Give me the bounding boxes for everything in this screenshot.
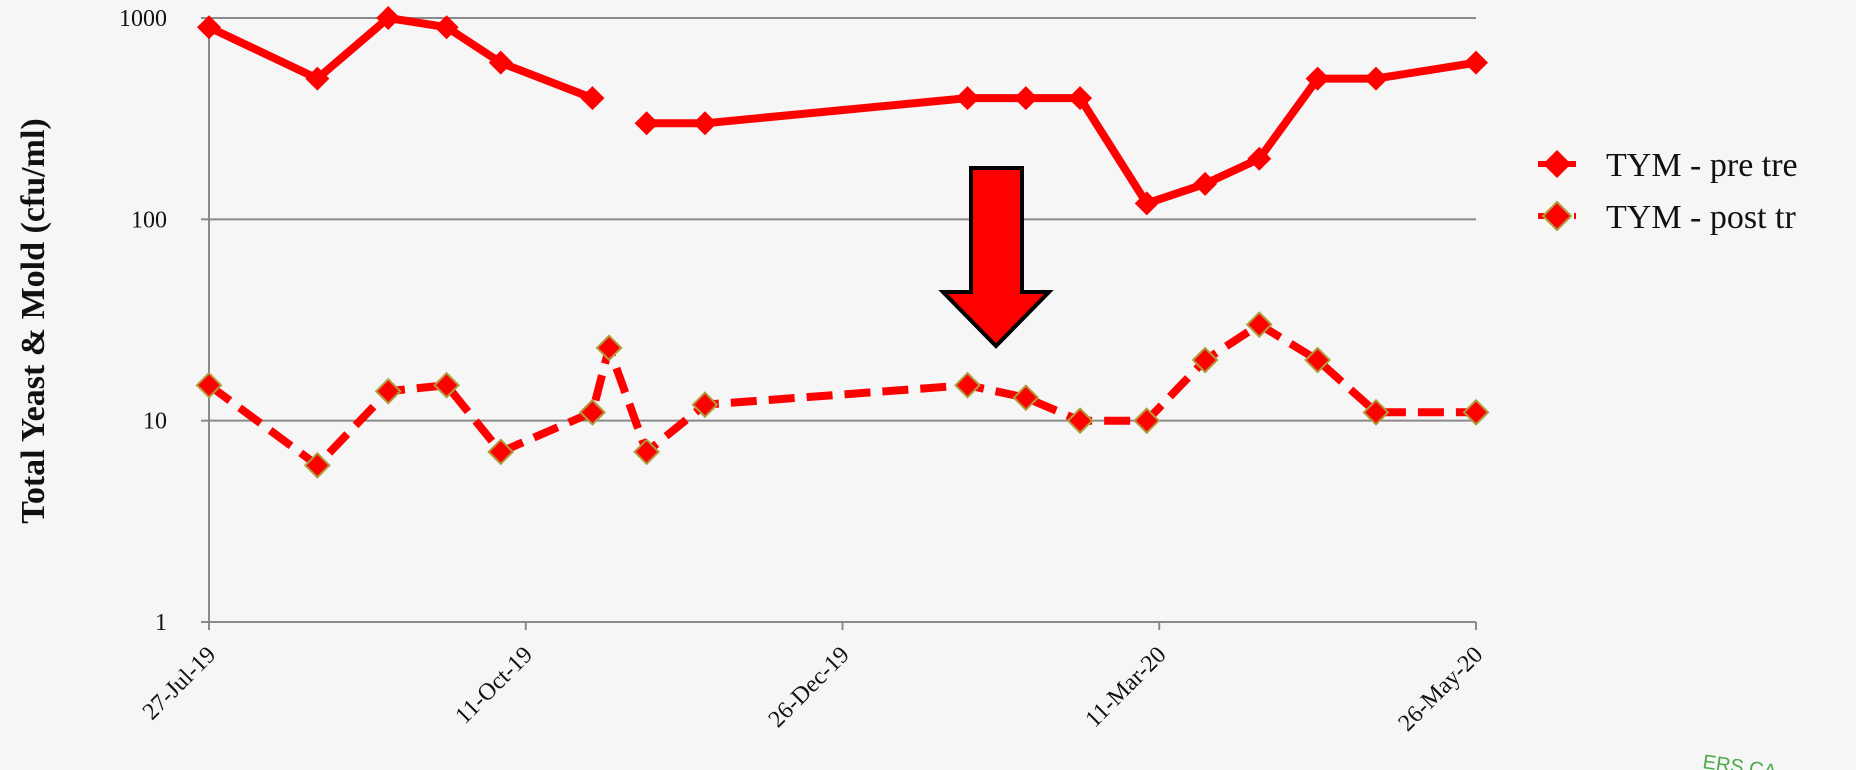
data-point-marker bbox=[374, 377, 402, 405]
series-markers bbox=[195, 6, 1490, 479]
data-point-marker bbox=[1362, 398, 1390, 426]
data-point-marker bbox=[1304, 346, 1332, 374]
data-point-marker bbox=[303, 451, 331, 479]
data-point-marker bbox=[488, 50, 513, 75]
data-point-marker bbox=[955, 86, 980, 111]
data-point-marker bbox=[1247, 146, 1272, 171]
data-point-marker bbox=[595, 334, 623, 362]
x-tick-label: 11-Oct-19 bbox=[450, 642, 538, 730]
gridlines bbox=[209, 17, 1476, 422]
data-point-marker bbox=[487, 438, 515, 466]
y-axis-label: Total Yeast & Mold (cfu/ml) bbox=[15, 118, 52, 523]
series-lines bbox=[205, 14, 1480, 470]
stamp-text: ERS CA bbox=[1701, 751, 1778, 770]
data-point-marker bbox=[691, 391, 719, 419]
data-point-marker bbox=[197, 15, 221, 40]
x-tick-labels: 27-Jul-19 11-Oct-19 26-Dec-19 11-Mar-20 26-M… bbox=[138, 642, 1488, 737]
down-arrow-icon bbox=[938, 166, 1054, 349]
data-point-marker bbox=[954, 371, 981, 399]
data-point-marker bbox=[434, 15, 459, 40]
y-tick-labels: 1 10 100 1000 bbox=[119, 6, 167, 636]
data-point-marker bbox=[1363, 66, 1388, 91]
y-tick-label: 100 bbox=[131, 207, 167, 233]
series-line-1 bbox=[205, 14, 597, 103]
y-tick-label: 1 bbox=[155, 610, 167, 636]
legend-marker-icon bbox=[1541, 200, 1573, 232]
data-point-marker bbox=[1134, 191, 1159, 216]
data-point-marker bbox=[1066, 407, 1094, 435]
legend: TYM - pre tre TYM - post tr bbox=[1538, 147, 1798, 236]
data-point-marker bbox=[376, 6, 401, 30]
legend-label: TYM - pre tre bbox=[1606, 147, 1798, 184]
legend-label: TYM - post tr bbox=[1606, 199, 1797, 236]
data-point-marker bbox=[1013, 86, 1038, 111]
data-point-marker bbox=[1133, 407, 1161, 435]
data-point-marker bbox=[1193, 171, 1218, 196]
data-point-marker bbox=[580, 86, 605, 111]
data-point-marker bbox=[633, 438, 661, 466]
data-point-marker bbox=[1464, 50, 1488, 75]
x-tick-label: 27-Jul-19 bbox=[138, 642, 221, 725]
x-tick-label: 26-May-20 bbox=[1394, 642, 1489, 737]
data-point-marker bbox=[433, 371, 460, 399]
data-point-marker bbox=[1245, 311, 1273, 339]
data-point-marker bbox=[692, 111, 717, 136]
series-line-1 bbox=[642, 58, 1480, 208]
legend-marker-icon bbox=[1543, 150, 1571, 178]
data-point-marker bbox=[579, 398, 606, 426]
data-point-marker bbox=[1068, 86, 1093, 111]
series-line-2 bbox=[206, 320, 1476, 470]
down-arrow-annotation bbox=[938, 166, 1054, 349]
data-point-marker bbox=[1012, 384, 1040, 412]
y-tick-label: 10 bbox=[143, 409, 167, 435]
x-tick-label: 11-Mar-20 bbox=[1081, 642, 1172, 733]
axes bbox=[201, 16, 1477, 630]
data-point-marker bbox=[634, 111, 659, 136]
y-tick-label: 1000 bbox=[119, 6, 167, 32]
data-point-marker bbox=[305, 66, 330, 91]
data-point-marker bbox=[195, 371, 223, 399]
data-point-marker bbox=[1305, 66, 1330, 91]
data-point-marker bbox=[1191, 346, 1219, 374]
data-point-marker bbox=[1462, 398, 1490, 426]
x-tick-label: 26-Dec-19 bbox=[764, 642, 855, 733]
